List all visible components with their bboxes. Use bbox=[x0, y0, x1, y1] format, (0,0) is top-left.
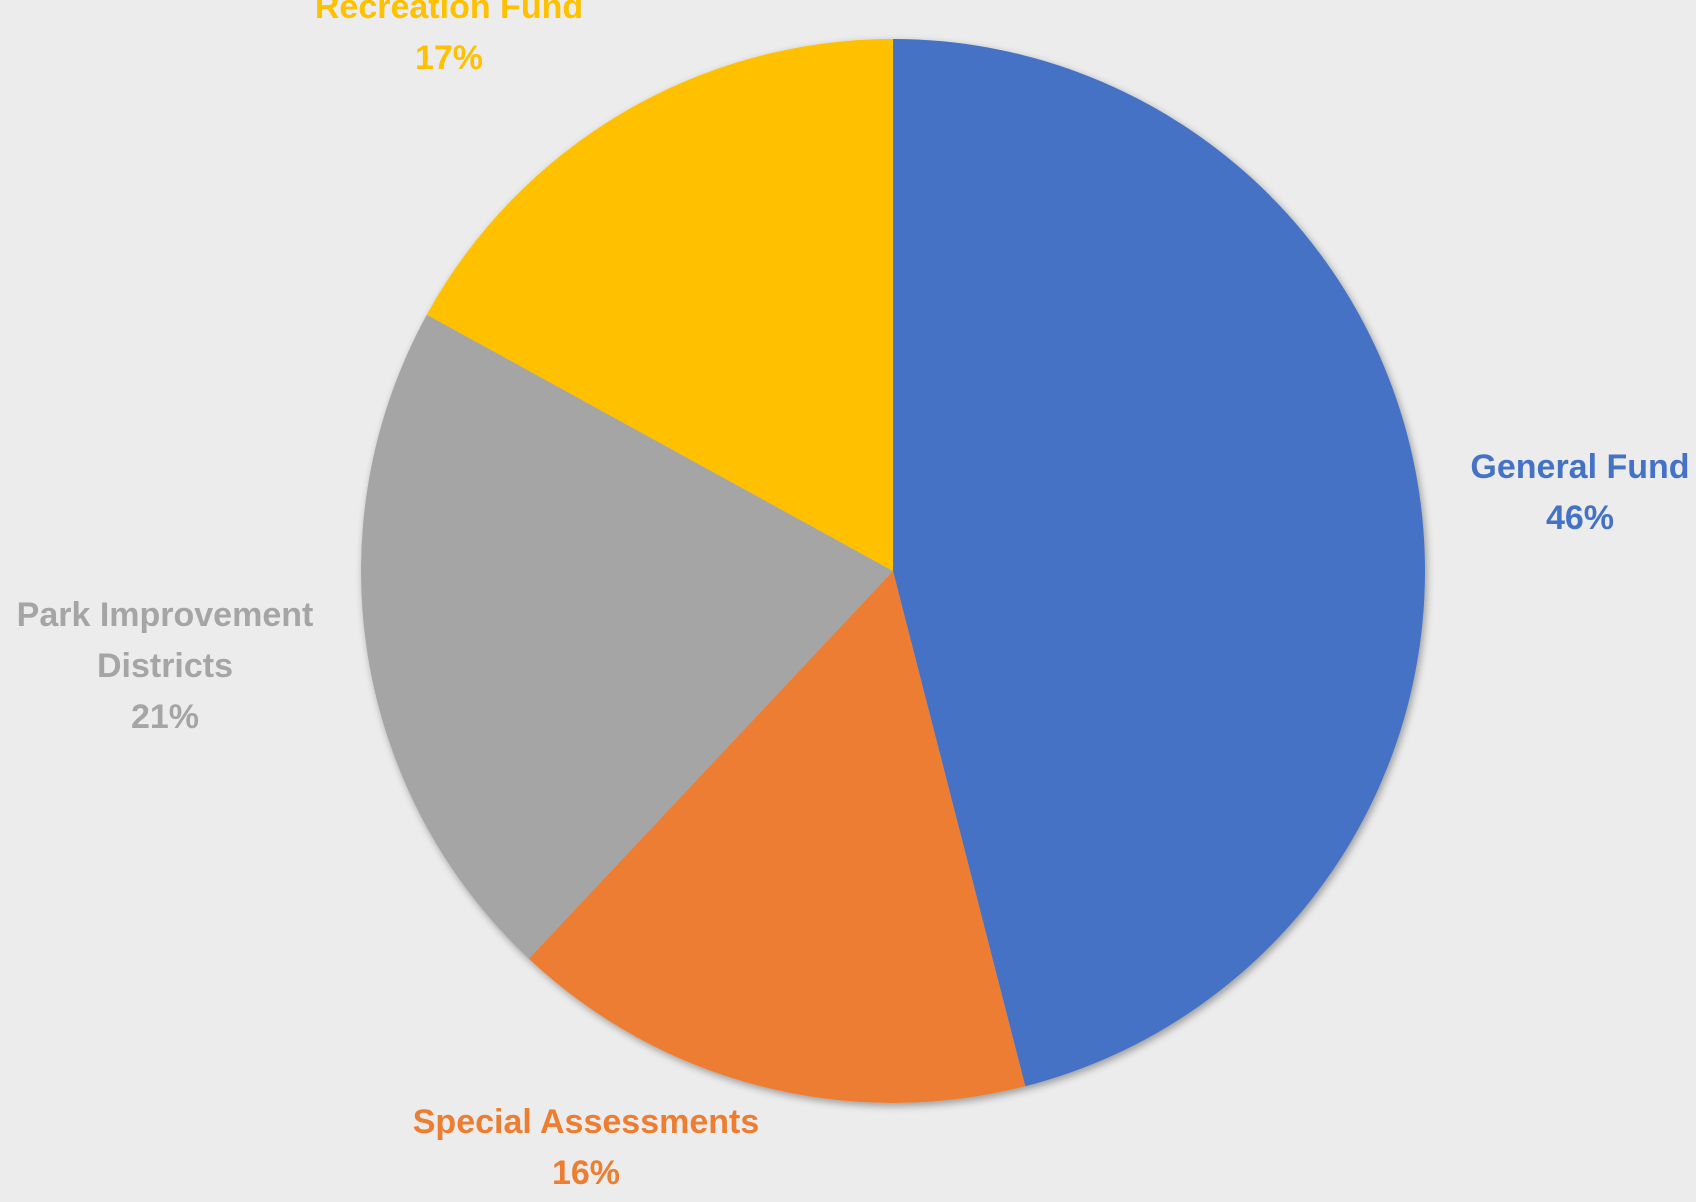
data-label-special-assessments: Special Assessments 16% bbox=[413, 1103, 760, 1192]
pie-slice-recreation-fund bbox=[426, 39, 893, 571]
data-label-value: 17% bbox=[415, 39, 483, 77]
data-label-name: Recreation Fund bbox=[315, 0, 583, 26]
pie-labels: General Fund 46% Special Assessments 16% Par… bbox=[17, 0, 1690, 1192]
pie-slice-park-improvement-districts bbox=[360, 314, 894, 959]
pie-slices bbox=[360, 39, 1426, 1104]
data-label-value: 46% bbox=[1546, 499, 1614, 537]
data-label-park-improvement-districts: Park Improvement Districts 21% bbox=[17, 596, 314, 736]
data-label-general-fund: General Fund 46% bbox=[1470, 448, 1689, 537]
data-label-value: 16% bbox=[552, 1154, 620, 1192]
pie-slice-general-fund bbox=[893, 39, 1426, 1087]
data-label-name: General Fund bbox=[1470, 448, 1689, 486]
pie-slice-special-assessments bbox=[528, 571, 1026, 1104]
data-label-name: Park Improvement bbox=[17, 596, 314, 634]
data-label-name: Special Assessments bbox=[413, 1103, 760, 1141]
data-label-value: 21% bbox=[131, 698, 199, 736]
data-label-recreation-fund: Recreation Fund 17% bbox=[315, 0, 583, 77]
data-label-name: Districts bbox=[97, 647, 233, 685]
